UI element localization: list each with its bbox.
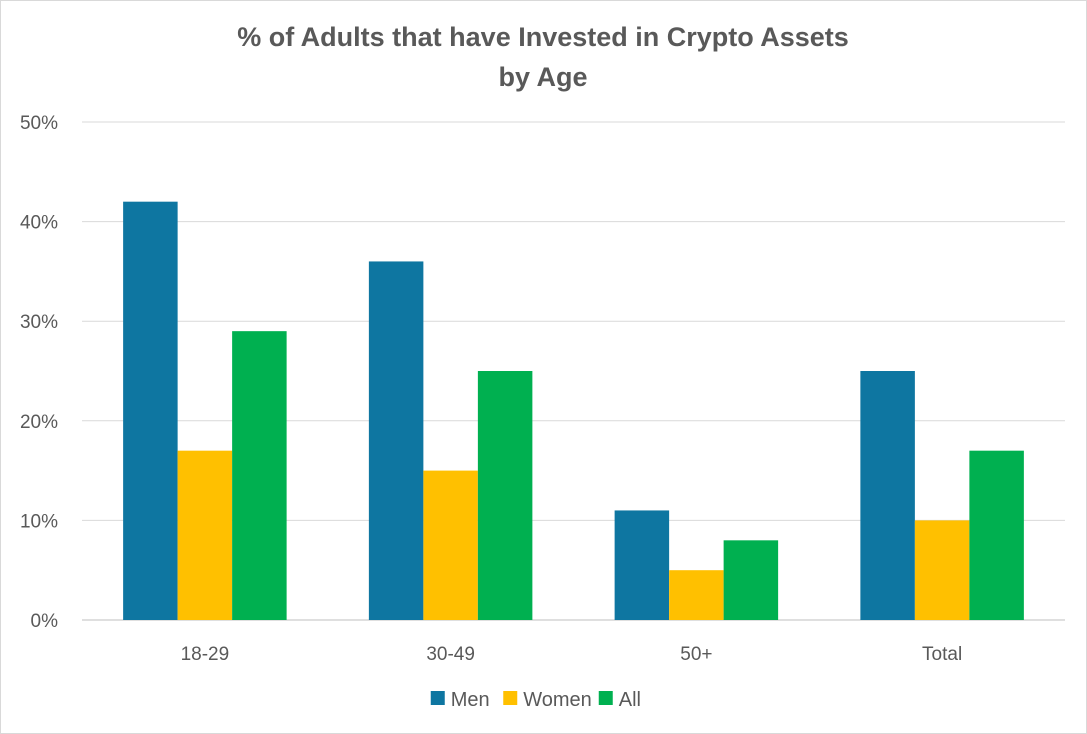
bar-men-total [860, 371, 915, 620]
x-tick-label: Total [922, 644, 962, 665]
legend-label-women: Women [523, 689, 592, 711]
legend-swatch-men [430, 691, 445, 705]
chart-title-line-2: by Age [498, 62, 587, 92]
bars [123, 201, 1024, 620]
y-axis: 0% 10% 20% 30% 40% 50% [20, 113, 58, 632]
x-tick-label: 50+ [680, 644, 712, 665]
legend-label-all: All [619, 689, 641, 711]
y-tick-label: 20% [20, 412, 58, 433]
y-tick-label: 40% [20, 213, 58, 234]
bar-all-total [969, 450, 1024, 620]
legend-label-men: Men [451, 689, 490, 711]
bar-women-50 [669, 570, 724, 620]
legend-swatch-all [598, 691, 613, 705]
bar-men-50 [614, 510, 670, 620]
x-tick-label: 30-49 [426, 644, 475, 665]
x-tick-label: 18-29 [181, 644, 230, 665]
y-tick-label: 0% [31, 611, 59, 632]
x-axis: 18-29 30-49 50+ Total [181, 644, 963, 665]
bar-women-total [914, 520, 970, 620]
y-tick-label: 50% [20, 113, 58, 134]
bar-all-50 [723, 540, 779, 620]
y-tick-label: 30% [20, 312, 58, 333]
y-tick-label: 10% [20, 511, 58, 532]
legend-swatch-women [503, 691, 518, 705]
legend: Men Women All [430, 689, 641, 711]
bar-men-3049 [368, 261, 424, 620]
chart-title-line-1: % of Adults that have Invested in Crypto… [237, 22, 849, 52]
bar-women-1829 [177, 450, 233, 620]
bar-men-1829 [123, 201, 178, 620]
bar-women-3049 [423, 470, 478, 620]
bar-all-1829 [232, 331, 287, 620]
bar-all-3049 [477, 371, 533, 620]
